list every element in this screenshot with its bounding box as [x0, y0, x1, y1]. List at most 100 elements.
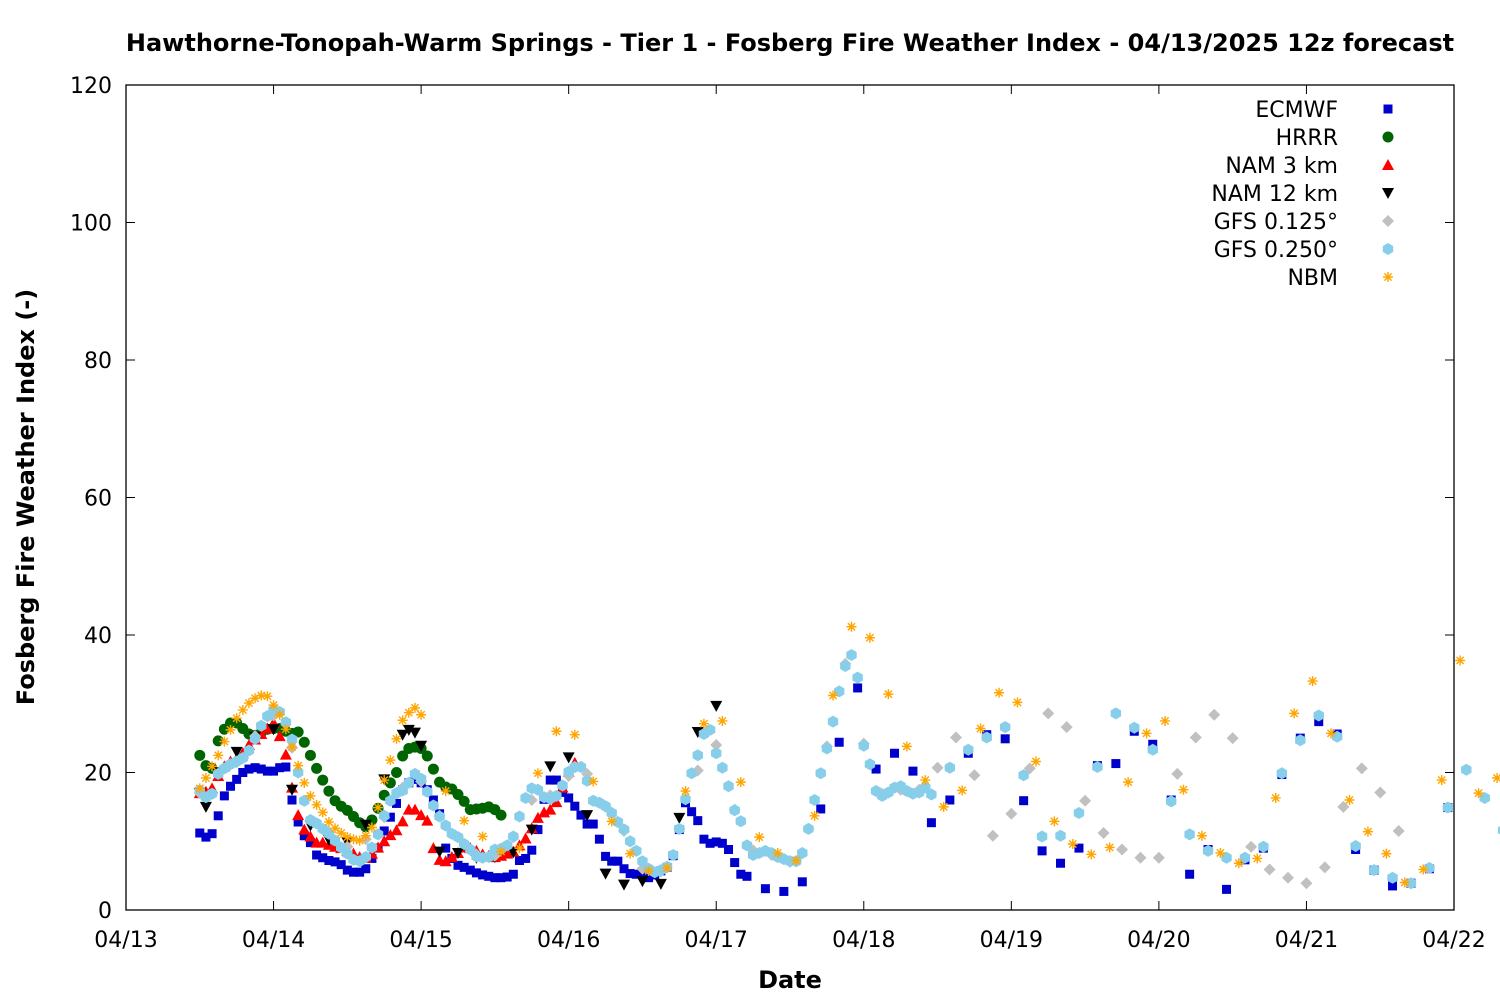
data-point	[391, 733, 402, 744]
data-point	[1221, 851, 1232, 864]
data-point	[981, 731, 992, 744]
data-point	[986, 829, 999, 842]
data-point	[478, 870, 488, 880]
data-point	[1289, 708, 1300, 719]
data-point	[1387, 871, 1398, 884]
data-point	[1116, 843, 1128, 856]
data-point	[1165, 795, 1177, 808]
data-point	[206, 787, 218, 800]
data-point	[502, 872, 512, 882]
data-point	[495, 809, 507, 821]
data-point	[207, 761, 218, 772]
data-point	[317, 774, 329, 786]
data-point	[267, 724, 280, 736]
data-point	[348, 834, 359, 845]
data-point	[225, 724, 236, 735]
data-point	[735, 815, 747, 828]
data-point	[281, 762, 291, 772]
data-point	[230, 746, 243, 758]
data-point	[262, 691, 273, 702]
data-point	[730, 858, 740, 868]
data-point	[1276, 767, 1288, 780]
data-point	[490, 873, 500, 883]
data-point	[1399, 877, 1410, 888]
series-nbm	[194, 621, 1500, 888]
legend-marker	[1382, 131, 1394, 143]
data-point	[360, 851, 371, 864]
data-point	[317, 807, 328, 818]
data-point	[643, 865, 654, 876]
data-point	[261, 722, 274, 734]
data-point	[581, 774, 593, 787]
data-point	[1368, 864, 1380, 877]
y-tick-label: 80	[84, 349, 112, 374]
legend-label: GFS 0.125°	[1214, 210, 1338, 235]
data-point	[1497, 826, 1500, 835]
data-point	[237, 752, 249, 765]
data-point	[619, 864, 629, 874]
data-point	[403, 707, 414, 718]
data-point	[421, 750, 433, 762]
legend: ECMWF HRRR NAM 3 km NAM 12 km GFS 0.125° GFS …	[1211, 98, 1394, 291]
data-point	[674, 822, 685, 835]
data-point	[1473, 788, 1484, 799]
data-point	[243, 698, 254, 709]
data-point	[1196, 830, 1207, 841]
data-point	[625, 869, 635, 879]
data-point	[422, 785, 433, 798]
data-point	[957, 785, 968, 796]
data-point	[379, 826, 389, 836]
data-point	[803, 822, 814, 835]
data-point	[199, 801, 212, 813]
data-point	[1055, 829, 1066, 842]
data-point	[931, 761, 944, 774]
data-point	[601, 851, 611, 861]
data-point	[330, 857, 340, 867]
data-point	[1350, 840, 1361, 853]
data-point	[348, 867, 358, 877]
data-point	[330, 823, 341, 834]
data-point	[323, 817, 334, 827]
data-point	[514, 843, 525, 854]
y-tick-label: 120	[70, 74, 112, 99]
data-point	[717, 761, 728, 774]
data-point	[950, 731, 962, 744]
data-point	[791, 855, 802, 866]
data-point	[588, 819, 598, 829]
data-point	[440, 786, 451, 797]
data-point	[527, 845, 537, 855]
data-point	[1318, 861, 1331, 874]
legend-label: NBM	[1287, 266, 1338, 291]
data-point	[262, 766, 272, 776]
data-point	[975, 723, 986, 734]
data-point	[821, 742, 833, 755]
data-point	[415, 740, 428, 752]
data-point	[1300, 877, 1313, 890]
data-point	[238, 768, 248, 777]
data-point	[1111, 759, 1121, 769]
data-point	[250, 693, 261, 704]
data-point	[361, 864, 371, 874]
data-point	[256, 764, 266, 774]
data-point	[637, 870, 647, 880]
data-point	[299, 777, 310, 788]
data-point	[1307, 676, 1318, 687]
data-point	[1326, 728, 1337, 739]
data-point	[1152, 851, 1165, 864]
data-point	[576, 810, 586, 820]
data-point	[901, 741, 912, 752]
data-point	[287, 795, 297, 805]
data-point	[201, 832, 211, 842]
data-point	[286, 733, 298, 746]
legend-marker	[1382, 243, 1394, 255]
x-tick-label: 04/14	[242, 928, 305, 953]
data-point	[287, 742, 297, 753]
legend-label: ECMWF	[1255, 98, 1338, 123]
data-point	[864, 758, 876, 771]
y-tick-label: 100	[70, 212, 112, 237]
data-point	[581, 810, 594, 822]
data-point	[403, 776, 415, 789]
data-point	[551, 789, 562, 802]
data-point	[1018, 769, 1029, 782]
data-point	[673, 812, 686, 824]
